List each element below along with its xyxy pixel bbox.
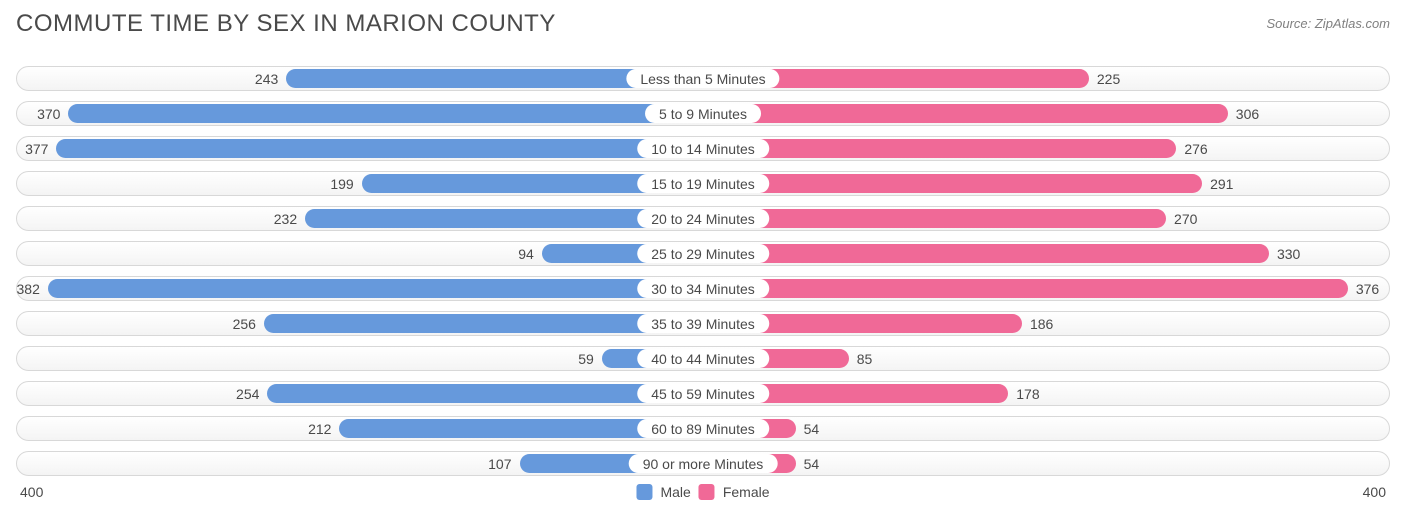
legend: Male Female: [636, 484, 769, 500]
male-value-label: 59: [578, 347, 594, 370]
category-label: 40 to 44 Minutes: [637, 349, 769, 368]
category-label: Less than 5 Minutes: [626, 69, 779, 88]
header: COMMUTE TIME BY SEX IN MARION COUNTY Sou…: [16, 10, 1390, 38]
female-value-label: 270: [1174, 207, 1197, 230]
chart-row: 59 85 40 to 44 Minutes: [16, 346, 1390, 371]
axis-max-left: 400: [20, 484, 43, 500]
category-label: 60 to 89 Minutes: [637, 419, 769, 438]
female-value-label: 85: [857, 347, 873, 370]
male-value-label: 199: [330, 172, 353, 195]
female-value-label: 225: [1097, 67, 1120, 90]
category-label: 25 to 29 Minutes: [637, 244, 769, 263]
male-value-label: 232: [274, 207, 297, 230]
female-bar: [703, 244, 1269, 263]
male-value-label: 256: [233, 312, 256, 335]
female-bar: [703, 279, 1348, 298]
axis-row: 400 Male Female 400: [16, 484, 1390, 508]
axis-max-right: 400: [1363, 484, 1386, 500]
female-value-label: 54: [804, 417, 820, 440]
source-attribution: Source: ZipAtlas.com: [1266, 16, 1390, 31]
chart-row: 254 178 45 to 59 Minutes: [16, 381, 1390, 406]
male-value-label: 382: [17, 277, 40, 300]
chart-row: 382 376 30 to 34 Minutes: [16, 276, 1390, 301]
chart-title: COMMUTE TIME BY SEX IN MARION COUNTY: [16, 10, 556, 38]
male-bar: [68, 104, 703, 123]
chart-row: 256 186 35 to 39 Minutes: [16, 311, 1390, 336]
male-value-label: 243: [255, 67, 278, 90]
legend-swatch-male: [636, 484, 652, 500]
chart-row: 94 330 25 to 29 Minutes: [16, 241, 1390, 266]
category-label: 20 to 24 Minutes: [637, 209, 769, 228]
female-bar: [703, 139, 1176, 158]
male-value-label: 94: [518, 242, 534, 265]
female-value-label: 276: [1184, 137, 1207, 160]
male-value-label: 212: [308, 417, 331, 440]
category-label: 30 to 34 Minutes: [637, 279, 769, 298]
female-value-label: 330: [1277, 242, 1300, 265]
male-value-label: 254: [236, 382, 259, 405]
chart-row: 243 225 Less than 5 Minutes: [16, 66, 1390, 91]
male-bar: [56, 139, 703, 158]
female-value-label: 306: [1236, 102, 1259, 125]
female-bar: [703, 209, 1166, 228]
female-value-label: 54: [804, 452, 820, 475]
legend-swatch-female: [699, 484, 715, 500]
chart-row: 377 276 10 to 14 Minutes: [16, 136, 1390, 161]
chart-row: 232 270 20 to 24 Minutes: [16, 206, 1390, 231]
chart-row: 199 291 15 to 19 Minutes: [16, 171, 1390, 196]
chart-row: 212 54 60 to 89 Minutes: [16, 416, 1390, 441]
category-label: 10 to 14 Minutes: [637, 139, 769, 158]
legend-label-male: Male: [660, 484, 690, 500]
female-bar: [703, 174, 1202, 193]
female-value-label: 291: [1210, 172, 1233, 195]
legend-label-female: Female: [723, 484, 770, 500]
female-value-label: 376: [1356, 277, 1379, 300]
male-value-label: 107: [488, 452, 511, 475]
chart-area: 243 225 Less than 5 Minutes 370 306 5 to 9 Mi…: [16, 66, 1390, 476]
category-label: 15 to 19 Minutes: [637, 174, 769, 193]
category-label: 35 to 39 Minutes: [637, 314, 769, 333]
category-label: 90 or more Minutes: [629, 454, 778, 473]
female-bar: [703, 104, 1228, 123]
chart-row: 107 54 90 or more Minutes: [16, 451, 1390, 476]
category-label: 45 to 59 Minutes: [637, 384, 769, 403]
male-value-label: 377: [25, 137, 48, 160]
category-label: 5 to 9 Minutes: [645, 104, 761, 123]
male-bar: [48, 279, 703, 298]
female-value-label: 178: [1016, 382, 1039, 405]
female-value-label: 186: [1030, 312, 1053, 335]
chart-row: 370 306 5 to 9 Minutes: [16, 101, 1390, 126]
male-value-label: 370: [37, 102, 60, 125]
